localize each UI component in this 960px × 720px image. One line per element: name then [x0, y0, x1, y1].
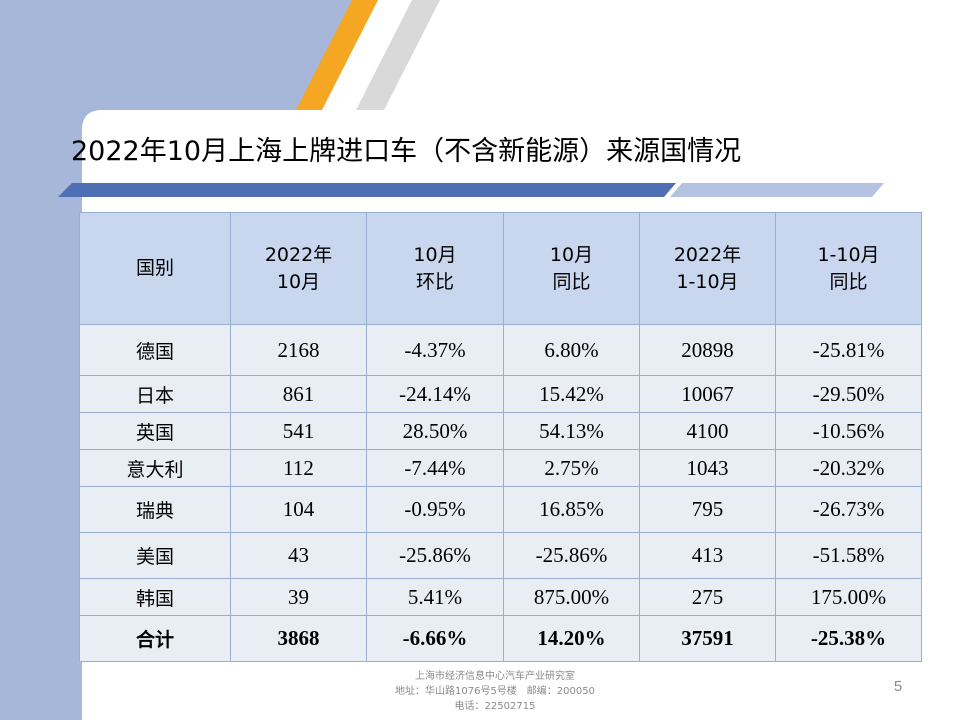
- table-row: 日本 861 -24.14% 15.42% 10067 -29.50%: [79, 375, 922, 413]
- value-cell: 795: [639, 486, 776, 533]
- value-cell: -51.58%: [775, 532, 922, 579]
- country-cell: 瑞典: [79, 486, 231, 533]
- header-jan-oct-2022: 2022年 1-10月: [639, 212, 776, 325]
- header-oct-yoy: 10月 同比: [503, 212, 640, 325]
- total-value-cell: -25.38%: [775, 615, 922, 662]
- country-cell: 德国: [79, 324, 231, 376]
- slide-title: 2022年10月上海上牌进口车（不含新能源）来源国情况: [71, 136, 742, 167]
- footer-phone: 电话：22502715: [454, 701, 536, 712]
- value-cell: 16.85%: [503, 486, 640, 533]
- total-value-cell: -6.66%: [366, 615, 504, 662]
- orange-stripe: [296, 0, 378, 110]
- table-header-row: 国别 2022年 10月 10月 环比 10月 同比 2022年 1-10月 1-10月…: [79, 212, 922, 325]
- total-value-cell: 37591: [639, 615, 776, 662]
- value-cell: -26.73%: [775, 486, 922, 533]
- header-oct-2022: 2022年 10月: [230, 212, 367, 325]
- value-cell: 175.00%: [775, 578, 922, 616]
- value-cell: 2.75%: [503, 449, 640, 487]
- footer: 上海市经济信息中心汽车产业研究室 地址：华山路1076号5号楼 邮编：20005…: [360, 669, 630, 714]
- value-cell: 39: [230, 578, 367, 616]
- total-label-cell: 合计: [79, 615, 231, 662]
- value-cell: -4.37%: [366, 324, 504, 376]
- value-cell: -10.56%: [775, 412, 922, 450]
- table-row: 德国 2168 -4.37% 6.80% 20898 -25.81%: [79, 324, 922, 376]
- value-cell: 104: [230, 486, 367, 533]
- table-row: 英国 541 28.50% 54.13% 4100 -10.56%: [79, 412, 922, 450]
- value-cell: -25.86%: [366, 532, 504, 579]
- value-cell: -29.50%: [775, 375, 922, 413]
- value-cell: -25.86%: [503, 532, 640, 579]
- total-value-cell: 3868: [230, 615, 367, 662]
- value-cell: 5.41%: [366, 578, 504, 616]
- grey-stripe: [356, 0, 440, 110]
- value-cell: 1043: [639, 449, 776, 487]
- table-row: 韩国 39 5.41% 875.00% 275 175.00%: [79, 578, 922, 616]
- header-oct-mom: 10月 环比: [366, 212, 504, 325]
- slide-card-corner: [82, 110, 102, 130]
- value-cell: 6.80%: [503, 324, 640, 376]
- value-cell: 861: [230, 375, 367, 413]
- value-cell: 43: [230, 532, 367, 579]
- country-cell: 英国: [79, 412, 231, 450]
- country-cell: 意大利: [79, 449, 231, 487]
- title-stripe-light: [670, 183, 884, 197]
- value-cell: 28.50%: [366, 412, 504, 450]
- country-cell: 日本: [79, 375, 231, 413]
- value-cell: 15.42%: [503, 375, 640, 413]
- header-jan-oct-yoy: 1-10月 同比: [775, 212, 922, 325]
- table-row: 美国 43 -25.86% -25.86% 413 -51.58%: [79, 532, 922, 579]
- value-cell: 875.00%: [503, 578, 640, 616]
- value-cell: 20898: [639, 324, 776, 376]
- value-cell: 4100: [639, 412, 776, 450]
- value-cell: 2168: [230, 324, 367, 376]
- value-cell: 10067: [639, 375, 776, 413]
- country-cell: 美国: [79, 532, 231, 579]
- value-cell: -24.14%: [366, 375, 504, 413]
- value-cell: -7.44%: [366, 449, 504, 487]
- value-cell: -25.81%: [775, 324, 922, 376]
- header-country: 国别: [79, 212, 231, 325]
- footer-org: 上海市经济信息中心汽车产业研究室: [415, 671, 575, 682]
- import-cars-table: 国别 2022年 10月 10月 环比 10月 同比 2022年 1-10月 1-10月…: [79, 212, 922, 662]
- title-stripe-dark: [58, 183, 676, 197]
- value-cell: 275: [639, 578, 776, 616]
- value-cell: -20.32%: [775, 449, 922, 487]
- footer-address: 地址：华山路1076号5号楼 邮编：200050: [395, 686, 595, 697]
- total-row: 合计 3868 -6.66% 14.20% 37591 -25.38%: [79, 615, 922, 662]
- table-row: 瑞典 104 -0.95% 16.85% 795 -26.73%: [79, 486, 922, 533]
- value-cell: -0.95%: [366, 486, 504, 533]
- table-row: 意大利 112 -7.44% 2.75% 1043 -20.32%: [79, 449, 922, 487]
- country-cell: 韩国: [79, 578, 231, 616]
- value-cell: 541: [230, 412, 367, 450]
- value-cell: 112: [230, 449, 367, 487]
- value-cell: 413: [639, 532, 776, 579]
- page-number: 5: [893, 678, 903, 695]
- left-blue-panel: [0, 0, 372, 720]
- total-value-cell: 14.20%: [503, 615, 640, 662]
- value-cell: 54.13%: [503, 412, 640, 450]
